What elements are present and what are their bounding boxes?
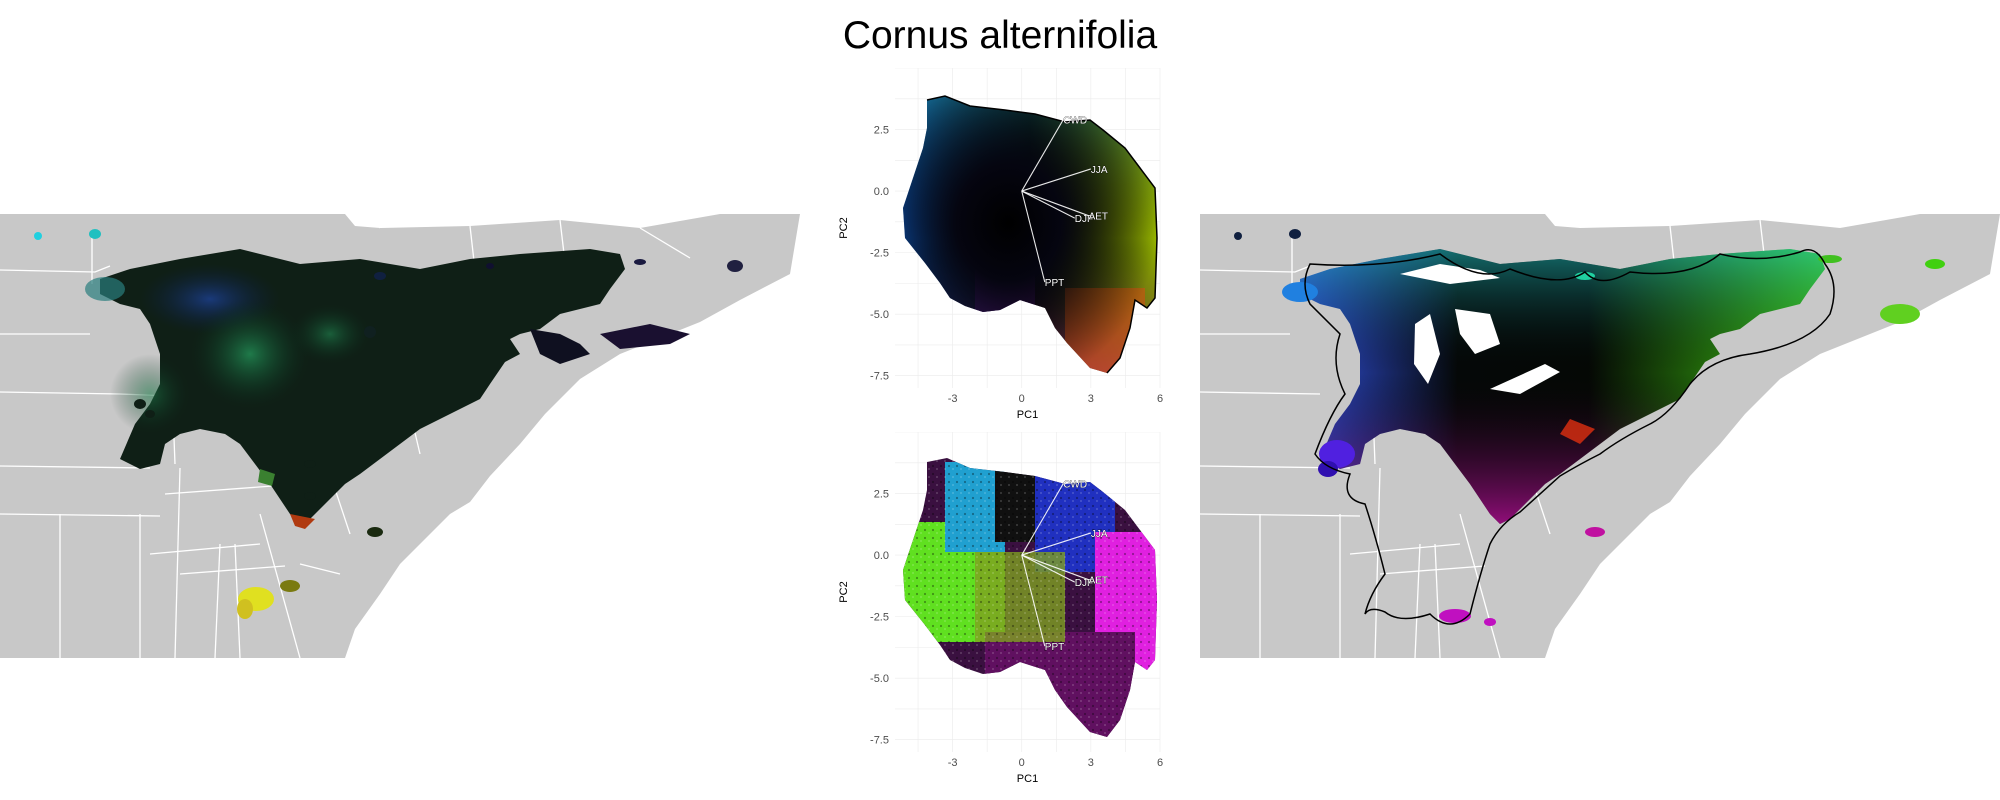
pca-biplot-bottom: CWD JJA DJF AET PPT -3 0 3 6 2.5 0.0 -2.5 -5.0 -7.5 P… [835,431,1165,792]
pca-bottom-point-cloud [903,458,1157,737]
x-axis-label: PC1 [1017,773,1038,785]
loading-label: DJF [1075,214,1093,225]
y-tick-label: 2.5 [874,489,889,501]
state-borders [1199,219,1771,659]
loading-arrow [1021,483,1064,556]
species-range [34,229,743,619]
loading-arrow [1021,554,1089,581]
loading-label: JJA [1091,165,1108,176]
loading-label: DJF [1075,578,1093,589]
left-range-map [0,214,800,659]
loading-arrow [1021,168,1092,192]
y-axis-label: PC2 [838,217,850,238]
x-tick-label: 6 [1157,757,1163,769]
y-tick-label: -7.5 [870,371,889,383]
loading-arrow [1021,190,1046,283]
x-tick-label: 6 [1157,393,1163,405]
loading-arrow [1021,532,1092,556]
loading-arrow [1021,119,1064,192]
x-tick-label: 3 [1088,393,1094,405]
pca-top-axes: -3 0 3 6 2.5 0.0 -2.5 -5.0 -7.5 PC1 PC2 [838,125,1163,421]
loading-label: AET [1089,212,1108,223]
loading-label: PPT [1045,642,1064,653]
right-range-map [1199,214,2000,659]
x-tick-label: 0 [1019,393,1025,405]
y-tick-label: -5.0 [870,309,889,321]
x-tick-label: 3 [1088,757,1094,769]
figure-title: Cornus alternifolia [842,14,1158,57]
loading-arrow [1021,554,1075,583]
y-tick-label: -2.5 [870,612,889,624]
left-map-svg [0,214,800,659]
x-axis-label: PC1 [1017,409,1038,421]
x-tick-label: 0 [1019,757,1025,769]
y-tick-label: -2.5 [870,248,889,260]
right-map-svg [1199,214,2000,659]
x-tick-label: -3 [948,757,958,769]
y-tick-label: -5.0 [870,673,889,685]
loading-arrow [1021,190,1075,219]
range-hull-outline [1304,249,1835,625]
predicted-range [1234,229,1945,626]
pca-bottom-axes: -3 0 3 6 2.5 0.0 -2.5 -5.0 -7.5 PC1 PC2 [838,489,1163,785]
y-tick-label: -7.5 [870,735,889,747]
y-tick-label: 0.0 [874,550,889,562]
loading-label: AET [1089,576,1108,587]
great-lakes [1400,264,1560,394]
x-tick-label: -3 [948,393,958,405]
loading-label: CWD [1063,116,1087,127]
loading-label: JJA [1091,529,1108,540]
loading-label: PPT [1045,278,1064,289]
y-axis-label: PC2 [838,581,850,602]
y-tick-label: 0.0 [874,186,889,198]
loading-arrow [1021,190,1089,217]
loading-label: CWD [1063,480,1087,491]
pca-top-hull [926,95,1158,374]
pca-biplot-top: CWD JJA DJF AET PPT -3 0 3 6 2.5 0.0 -2.5 -5.0 -7.5 P… [835,67,1165,428]
y-tick-label: 2.5 [874,125,889,137]
loading-arrow [1021,554,1046,647]
land-mass [690,256,760,288]
